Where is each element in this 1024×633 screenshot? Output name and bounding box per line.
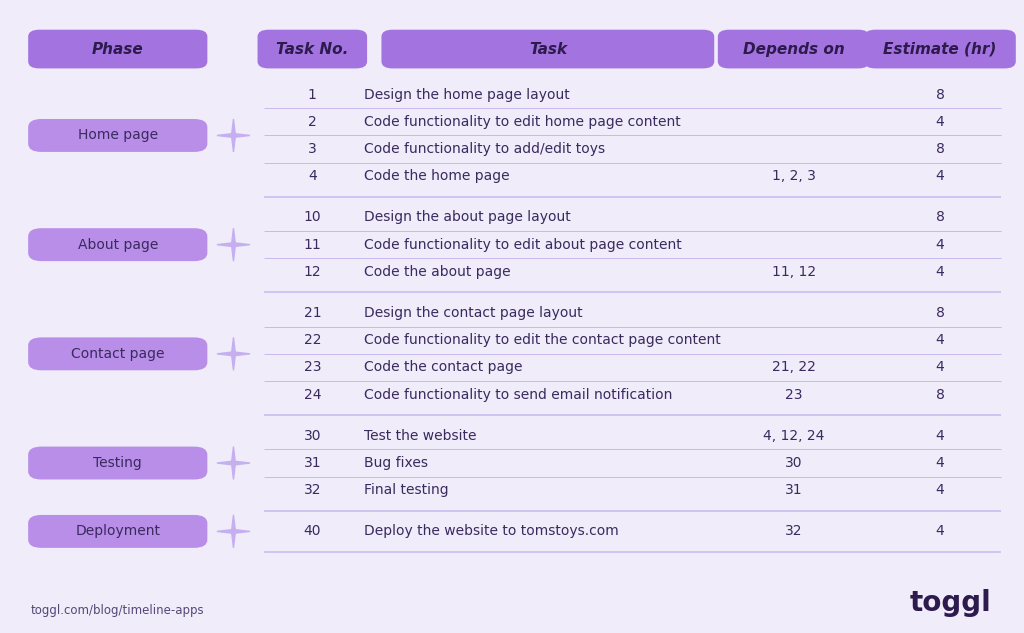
- FancyBboxPatch shape: [29, 30, 207, 68]
- Polygon shape: [217, 337, 250, 370]
- FancyBboxPatch shape: [29, 515, 207, 548]
- Text: 2: 2: [308, 115, 316, 129]
- Text: 4: 4: [936, 333, 944, 348]
- Text: Design the contact page layout: Design the contact page layout: [364, 306, 583, 320]
- Text: 30: 30: [303, 429, 322, 443]
- Text: 8: 8: [936, 210, 944, 225]
- FancyBboxPatch shape: [29, 446, 207, 480]
- Text: 4: 4: [936, 265, 944, 279]
- Text: Code functionality to send email notification: Code functionality to send email notific…: [364, 387, 672, 402]
- Text: 10: 10: [303, 210, 322, 225]
- Text: toggl: toggl: [909, 589, 991, 617]
- Text: Test the website: Test the website: [364, 429, 476, 443]
- Text: toggl.com/blog/timeline-apps: toggl.com/blog/timeline-apps: [31, 604, 205, 617]
- FancyBboxPatch shape: [718, 30, 869, 68]
- Text: Code functionality to edit the contact page content: Code functionality to edit the contact p…: [364, 333, 720, 348]
- Text: 23: 23: [784, 387, 803, 402]
- Polygon shape: [217, 515, 250, 548]
- FancyBboxPatch shape: [381, 30, 715, 68]
- Text: Deployment: Deployment: [75, 524, 161, 539]
- Text: 8: 8: [936, 142, 944, 156]
- Text: 21, 22: 21, 22: [772, 360, 815, 375]
- Text: 8: 8: [936, 87, 944, 102]
- Text: 32: 32: [784, 524, 803, 539]
- Text: Design the about page layout: Design the about page layout: [364, 210, 570, 225]
- Text: 11: 11: [303, 237, 322, 252]
- Polygon shape: [217, 446, 250, 480]
- Text: Task: Task: [528, 42, 567, 56]
- Text: 8: 8: [936, 306, 944, 320]
- FancyBboxPatch shape: [29, 228, 207, 261]
- Text: Code the home page: Code the home page: [364, 169, 509, 184]
- Text: 8: 8: [936, 387, 944, 402]
- Text: 30: 30: [784, 456, 803, 470]
- Text: 4: 4: [936, 169, 944, 184]
- FancyBboxPatch shape: [258, 30, 367, 68]
- Text: Code the about page: Code the about page: [364, 265, 510, 279]
- Text: 4, 12, 24: 4, 12, 24: [763, 429, 824, 443]
- Text: 4: 4: [936, 524, 944, 539]
- Text: Estimate (hr): Estimate (hr): [884, 42, 996, 56]
- Text: Home page: Home page: [78, 128, 158, 142]
- Text: 11, 12: 11, 12: [771, 265, 816, 279]
- Polygon shape: [217, 228, 250, 261]
- Text: 4: 4: [936, 237, 944, 252]
- Text: Contact page: Contact page: [71, 347, 165, 361]
- Text: About page: About page: [78, 237, 158, 252]
- Text: 23: 23: [303, 360, 322, 375]
- Text: Code the contact page: Code the contact page: [364, 360, 522, 375]
- Text: Bug fixes: Bug fixes: [364, 456, 428, 470]
- Text: Deploy the website to tomstoys.com: Deploy the website to tomstoys.com: [364, 524, 618, 539]
- FancyBboxPatch shape: [29, 119, 207, 152]
- Text: 4: 4: [936, 483, 944, 498]
- Text: 22: 22: [303, 333, 322, 348]
- Text: Design the home page layout: Design the home page layout: [364, 87, 569, 102]
- Text: Task No.: Task No.: [276, 42, 348, 56]
- Text: Testing: Testing: [93, 456, 142, 470]
- Text: 4: 4: [936, 429, 944, 443]
- Text: 4: 4: [308, 169, 316, 184]
- Text: Phase: Phase: [92, 42, 143, 56]
- Text: 4: 4: [936, 360, 944, 375]
- Text: 1, 2, 3: 1, 2, 3: [772, 169, 815, 184]
- Text: 12: 12: [303, 265, 322, 279]
- Text: 3: 3: [308, 142, 316, 156]
- Text: Final testing: Final testing: [364, 483, 449, 498]
- Text: 24: 24: [303, 387, 322, 402]
- Text: 31: 31: [784, 483, 803, 498]
- FancyBboxPatch shape: [29, 337, 207, 370]
- Text: 40: 40: [303, 524, 322, 539]
- Text: 21: 21: [303, 306, 322, 320]
- Text: Code functionality to edit about page content: Code functionality to edit about page co…: [364, 237, 681, 252]
- Text: 4: 4: [936, 456, 944, 470]
- Text: Code functionality to add/edit toys: Code functionality to add/edit toys: [364, 142, 604, 156]
- Polygon shape: [217, 119, 250, 152]
- Text: 31: 31: [303, 456, 322, 470]
- Text: Depends on: Depends on: [742, 42, 845, 56]
- Text: 1: 1: [308, 87, 316, 102]
- Text: Code functionality to edit home page content: Code functionality to edit home page con…: [364, 115, 680, 129]
- Text: 4: 4: [936, 115, 944, 129]
- FancyBboxPatch shape: [864, 30, 1016, 68]
- Text: 32: 32: [303, 483, 322, 498]
